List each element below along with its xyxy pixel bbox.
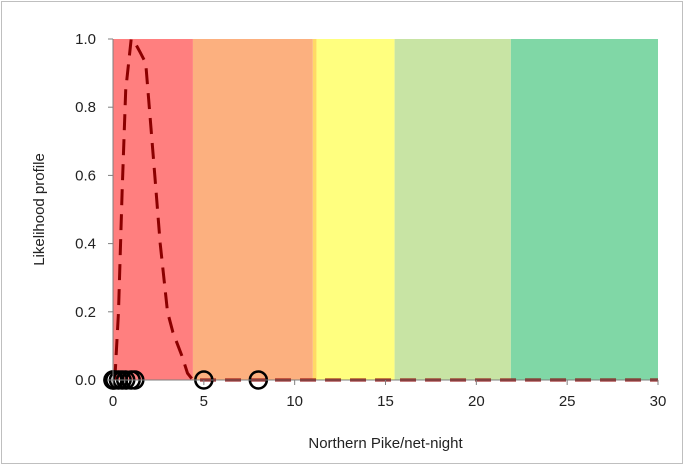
band-4	[394, 39, 511, 380]
y-tick-label: 0.8	[75, 99, 96, 116]
x-tick-label: 25	[559, 393, 576, 410]
y-tick-label: 0.2	[75, 304, 96, 321]
x-tick-labels: 0 5 10 15 20 25 30	[109, 393, 667, 410]
y-tick-label: 0.0	[75, 372, 96, 389]
y-tick-labels: 0.0 0.2 0.4 0.6 0.8 1.0	[75, 31, 96, 389]
band-2	[312, 39, 317, 380]
axes	[108, 38, 659, 385]
band-5	[510, 39, 658, 380]
x-tick-label: 10	[286, 393, 303, 410]
y-tick-label: 0.4	[75, 236, 96, 253]
x-axis-title: Northern Pike/net-night	[308, 435, 463, 452]
x-tick-label: 30	[650, 393, 667, 410]
y-axis-title: Likelihood profile	[31, 153, 48, 266]
x-tick-label: 15	[377, 393, 394, 410]
band-3	[316, 39, 395, 380]
band-1	[192, 39, 313, 380]
x-tick-label: 20	[468, 393, 485, 410]
x-tick-label: 0	[109, 393, 117, 410]
y-tick-label: 1.0	[75, 31, 96, 48]
x-tick-label: 5	[200, 393, 208, 410]
range-bands	[113, 39, 658, 380]
y-tick-label: 0.6	[75, 167, 96, 184]
